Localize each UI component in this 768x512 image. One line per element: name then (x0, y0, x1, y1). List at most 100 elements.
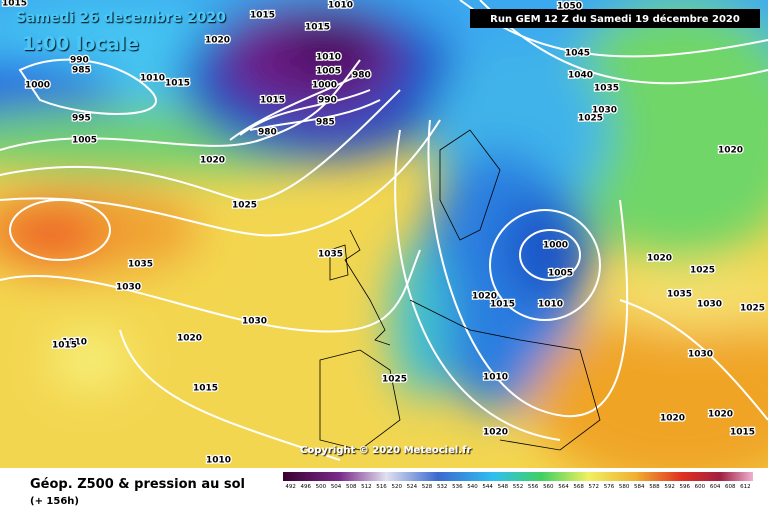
isobar-label: 1010 (316, 53, 341, 63)
isobar-label: 1015 (260, 96, 285, 106)
isobar-label: 1020 (472, 292, 497, 302)
scale-label: 592 (664, 484, 675, 490)
isobar-label: 1005 (72, 136, 97, 146)
isobar-label: 1015 (730, 428, 755, 438)
scale-label: 508 (346, 484, 357, 490)
coastlines (319, 129, 601, 451)
isobar-label: 980 (352, 71, 371, 81)
run-box (470, 9, 760, 28)
scale-label: 544 (482, 484, 493, 490)
isobar-label: 1030 (697, 300, 722, 310)
scale-label: 604 (710, 484, 721, 490)
isobar-label: 1035 (594, 84, 619, 94)
isobar-label: 990 (70, 56, 89, 66)
scale-label: 596 (680, 484, 691, 490)
scale-label: 520 (391, 484, 402, 490)
isobar-label: 1000 (312, 81, 337, 91)
isobar-label: 1015 (165, 79, 190, 89)
isobar-label: 1035 (667, 290, 692, 300)
isobar-label: 1025 (740, 304, 765, 314)
isobar-label: 1010 (206, 456, 231, 466)
scale-label: 532 (437, 484, 448, 490)
scale-labels: 492 496 500 504 508 512 516 520 524 528 532 536 540 5… (285, 484, 750, 490)
isobar-label: 1010 (483, 373, 508, 383)
isobar-label: 1010 (140, 74, 165, 84)
scale-label: 576 (604, 484, 615, 490)
field (0, 0, 768, 468)
isobar-label: 1020 (647, 254, 672, 264)
scale-label: 612 (740, 484, 751, 490)
scale-label: 492 (285, 484, 296, 490)
scale-label: 496 (300, 484, 311, 490)
isobar-label: 1020 (483, 428, 508, 438)
scale-label: 584 (634, 484, 645, 490)
scale-label: 516 (376, 484, 387, 490)
isobar-label: 985 (316, 118, 335, 128)
scale-label: 552 (513, 484, 524, 490)
isobar-label: 1020 (205, 36, 230, 46)
isobar-label: 1015 (305, 23, 330, 33)
isobar-label: 1030 (592, 106, 617, 116)
isobar-label: 1030 (116, 283, 141, 293)
isobar-label: 985 (72, 66, 91, 76)
isobar-label: 1015 (250, 11, 275, 21)
scale-label: 580 (619, 484, 630, 490)
isobar-label: 980 (258, 128, 277, 138)
isobar-label: 1000 (543, 241, 568, 251)
scale-label: 512 (361, 484, 372, 490)
isobar-label: 1030 (688, 350, 713, 360)
isobar-label: 1020 (708, 410, 733, 420)
isobars (0, 0, 768, 461)
isobar-label: 1040 (568, 71, 593, 81)
scale-label: 588 (649, 484, 660, 490)
footer-lead: (+ 156h) (30, 496, 79, 507)
isobar-label: 1045 (565, 49, 590, 59)
isobar-label: 1015 (2, 0, 27, 9)
isobar-label: 1025 (578, 114, 603, 124)
scale-label: 608 (725, 484, 736, 490)
scale-label: 556 (528, 484, 539, 490)
isobar-label: 1010 (328, 1, 353, 11)
isobar-label: 1015 (52, 341, 77, 351)
isobar-label: 1025 (232, 201, 257, 211)
scale-label: 560 (543, 484, 554, 490)
isobar-label: 1035 (128, 260, 153, 270)
run-info: Run GEM 12 Z du Samedi 19 décembre 2020 (490, 13, 740, 25)
scale-label: 500 (316, 484, 327, 490)
isobar-label: 1020 (718, 146, 743, 156)
isobar-label: 995 (72, 114, 91, 124)
isobar-label: 1015 (193, 384, 218, 394)
isobar-label: 1005 (548, 269, 573, 279)
isobar-label: 1025 (382, 375, 407, 385)
isobar-label: 1020 (177, 334, 202, 344)
isobar-label: 1005 (316, 67, 341, 77)
isobar-label: 1010 (538, 300, 563, 310)
valid-time: 1:00 locale (22, 33, 139, 55)
isobar-label: 1035 (318, 250, 343, 260)
scale-label: 504 (331, 484, 342, 490)
isobar-label: 1025 (690, 266, 715, 276)
scale-label: 548 (498, 484, 509, 490)
scale-label: 568 (573, 484, 584, 490)
isobar-label: 1020 (200, 156, 225, 166)
isobar-label: 1050 (557, 2, 582, 12)
isobar-label: 1010 (62, 338, 87, 348)
scale-label: 600 (695, 484, 706, 490)
isobar-label: 1030 (242, 317, 267, 327)
color-scale (283, 472, 753, 481)
scale-label: 536 (452, 484, 463, 490)
footer-title: Géop. Z500 & pression au sol (30, 477, 245, 492)
valid-date: Samedi 26 decembre 2020 (16, 10, 226, 26)
scale-label: 540 (467, 484, 478, 490)
copyright: Copyright © 2020 Meteociel.fr (300, 445, 471, 456)
scale-label: 524 (407, 484, 418, 490)
isobar-label: 1000 (25, 81, 50, 91)
scale-label: 564 (558, 484, 569, 490)
isobar-label: 1015 (490, 300, 515, 310)
isobar-label: 990 (318, 96, 337, 106)
isobar-label: 1020 (660, 414, 685, 424)
scale-label: 528 (422, 484, 433, 490)
scale-label: 572 (589, 484, 600, 490)
